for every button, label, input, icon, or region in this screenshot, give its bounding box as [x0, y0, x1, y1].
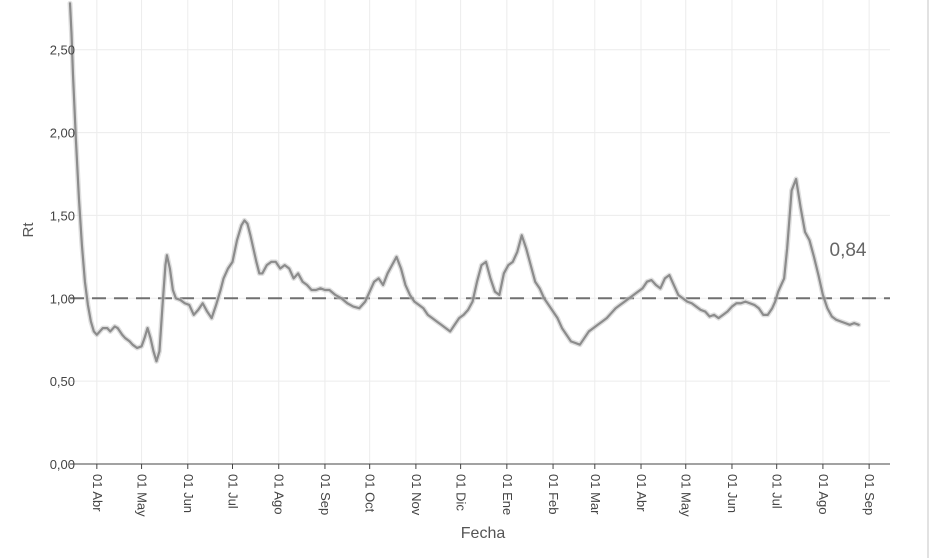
x-tick-label: 01 Dic	[454, 474, 469, 511]
x-tick-label: 01 Ago	[816, 474, 831, 515]
x-axis-ticks: 01 Abr 01 May 01 Jun 01 Jul 01 Ago 01 Sep 01 O…	[90, 464, 877, 517]
x-tick-label: 01 Oct	[363, 474, 378, 513]
x-tick-label: 01 Abr	[634, 474, 649, 512]
x-tick-label: 01 Nov	[409, 474, 424, 516]
y-tick-label: 0,50	[50, 374, 75, 389]
y-tick-label: 2,00	[50, 126, 75, 141]
x-tick-label: 01 Mar	[588, 474, 603, 515]
y-tick-label: 1,00	[50, 291, 75, 306]
x-tick-label: 01 Jun	[725, 474, 740, 513]
x-tick-label: 01 Sep	[862, 474, 877, 515]
x-tick-label: 01 Ago	[272, 474, 287, 515]
confidence-band	[67, 0, 862, 364]
gridlines	[70, 0, 890, 465]
x-tick-label: 01 May	[135, 474, 150, 517]
y-axis-ticks: 0,00 0,50 1,00 1,50 2,00 2,50	[50, 43, 75, 472]
panel-divider	[927, 0, 929, 558]
x-tick-label: 01 Jun	[181, 474, 196, 513]
x-tick-label: 01 Feb	[546, 474, 561, 514]
y-axis-title: Rt	[20, 222, 37, 238]
x-tick-label: 01 Jul	[770, 474, 785, 509]
x-tick-label: 01 May	[679, 474, 694, 517]
x-tick-label: 01 Abr	[90, 474, 105, 512]
series-line-rt	[68, 2, 860, 363]
last-value-label: 0,84	[830, 240, 867, 261]
y-tick-label: 1,50	[50, 208, 75, 223]
x-tick-label: 01 Sep	[318, 474, 333, 515]
x-axis-title: Fecha	[461, 525, 506, 542]
x-tick-label: 01 Jul	[226, 474, 241, 509]
y-tick-label: 2,50	[50, 43, 75, 58]
y-tick-label: 0,00	[50, 457, 75, 472]
x-tick-label: 01 Ene	[500, 474, 515, 515]
